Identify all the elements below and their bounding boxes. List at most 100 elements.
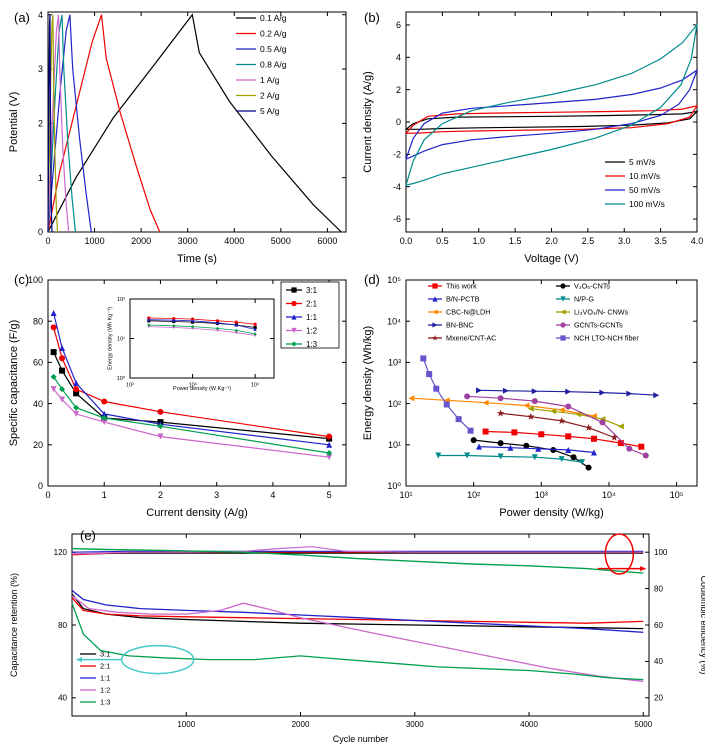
x-tick-label: 3000 [178,236,198,246]
y-tick-label: 4 [396,52,401,62]
legend-label: NCH LTO-NCH fiber [574,334,639,343]
y2-tick-label: 20 [654,694,663,703]
x-tick-label: 0.0 [400,236,413,246]
x-axis-label: Power density (W Kg⁻¹) [173,386,231,392]
x-tick-label: 10⁴ [602,490,616,500]
x-axis-label: Voltage (V) [524,253,578,265]
series-gcnts-gcnts [464,393,649,459]
x-tick-label: 2 [158,490,163,500]
x-tick-label: 5000 [634,720,652,729]
y-axis-label: Energy density (Wh Kg⁻¹) [108,307,114,370]
x-tick-label: 0 [45,236,50,246]
x-tick-label: 3 [214,490,219,500]
series-v-o-cnts [470,437,592,471]
legend-label: 1 A/g [260,75,280,85]
series-this-work [482,428,645,450]
legend-label: 1:1 [100,674,110,683]
legend-label: 0.1 A/g [260,13,287,23]
y-axis-label: Potential (V) [8,92,20,153]
y-tick-label: 2 [38,119,43,129]
series-1-1 [147,318,257,331]
legend-label: B/N-PCTB [446,295,480,304]
legend-label: GCNTs-GCNTs [574,321,623,330]
x-tick-label: 1 [102,490,107,500]
x-tick-label: 2.5 [582,236,595,246]
legend-label: N/P-G [574,295,594,304]
series-n-p-g [435,452,586,466]
series-1-2 [71,595,644,683]
legend: 3:1 2:1 1:1 1:2 1:3 [280,281,340,349]
y-tick-label: -6 [393,214,401,224]
x-tick-label: 10⁵ [670,490,684,500]
panel-c-label: (c) [14,272,30,287]
x-axis-label: Current density (A/g) [146,507,247,519]
x-tick-label: 10³ [535,490,548,500]
series-1-2 [50,386,333,461]
series-100-mv-s [405,22,698,186]
y-axis-label: Current density (A/g) [362,71,374,172]
y-tick-label: -4 [393,182,401,192]
x-tick-label: 5 [327,490,332,500]
y2-tick-label: 60 [654,621,663,630]
x-tick-label: 10² [126,383,134,389]
series-3-1-ce [71,552,644,555]
series-bn-bnc [476,387,660,399]
x-tick-label: 10¹ [399,490,412,500]
y-tick-label: 10² [388,399,401,409]
panel-a-chart: 0 1000 2000 3000 4000 5000 6000 0 1 2 3 4 Time (s) Po… [6,4,354,266]
y-tick-label: 10⁰ [387,481,401,491]
legend-label: 10 mV/s [629,171,660,181]
series-1-3 [71,602,644,681]
y-tick-label: 120 [54,548,68,557]
series-10-mv-s [405,104,699,134]
x-axis-label: Cycle number [333,734,389,744]
series-2-1 [71,597,644,624]
series-1-1-ce [71,550,644,553]
x-tick-label: 10³ [189,383,197,389]
legend-label: CBC-N@LDH [446,308,490,317]
x-tick-label: 2000 [131,236,151,246]
series-5-a-g [47,14,53,233]
x-tick-label: 10² [467,490,480,500]
y-tick-label: 6 [396,20,401,30]
y-tick-label: 60 [33,358,43,368]
y-tick-label: 0 [38,227,43,237]
legend: 3:1 2:1 1:1 1:2 1:3 [80,650,110,707]
series-b-n-pctb [476,443,597,456]
chart-root-a: 0 1000 2000 3000 4000 5000 6000 0 1 2 3 4 Time (s) Po… [8,10,347,265]
x-tick-label: 2000 [292,720,310,729]
x-tick-label: 1.5 [509,236,522,246]
axis-ticks: 0 1 2 3 4 5 0 20 40 60 80 100 [28,275,346,500]
panel-c-inset-chart: 10² 10³ 10⁴ 10⁰ 10¹ 10² Power density (W Kg⁻¹)… [106,296,278,394]
legend-label: 3:1 [306,286,318,295]
legend-label: 0.5 A/g [260,44,287,54]
y-tick-label: 20 [33,440,43,450]
y-tick-label: 10² [117,297,125,303]
y2-tick-label: 100 [654,548,668,557]
y-tick-label: 80 [33,316,43,326]
y2-tick-label: 40 [654,657,663,666]
axes-frame [129,298,275,379]
annotation-arrow [597,565,646,572]
x-tick-label: 2.0 [545,236,558,246]
panel-d: 10¹ 10² 10³ 10⁴ 10⁵ 10⁰ 10¹ 10² 10³ 10⁴ 10⁵ Power d… [360,272,707,520]
series-li-vo-n-cnws [527,405,624,430]
annotation-ellipse [604,533,635,575]
y-tick-label: 0 [38,481,43,491]
y-tick-label: 2 [396,85,401,95]
x-tick-label: 10⁴ [251,382,260,389]
y-axis-label: Energy density (Wh/kg) [362,326,374,440]
panel-e-chart: 1000 2000 3000 4000 5000 40 80 120 20 40 60 80 100 Cy… [8,526,705,746]
legend-label: 5 A/g [260,106,280,116]
chart-root-e: 1000 2000 3000 4000 5000 40 80 120 20 40 60 80 100 Cy… [9,533,705,744]
x-tick-label: 4 [270,490,275,500]
series-1-2-ce [71,546,644,555]
legend-label: 1:1 [306,313,318,322]
chart-root-c: 0 1 2 3 4 5 0 20 40 60 80 100 Current density (A/g) S… [8,275,347,519]
legend-label: 1:3 [306,340,318,349]
axis-ticks: 0 1000 2000 3000 4000 5000 6000 0 1 2 3 4 [38,10,346,246]
legend-label: BN-BNC [446,321,474,330]
legend-label: 1:3 [100,698,110,707]
